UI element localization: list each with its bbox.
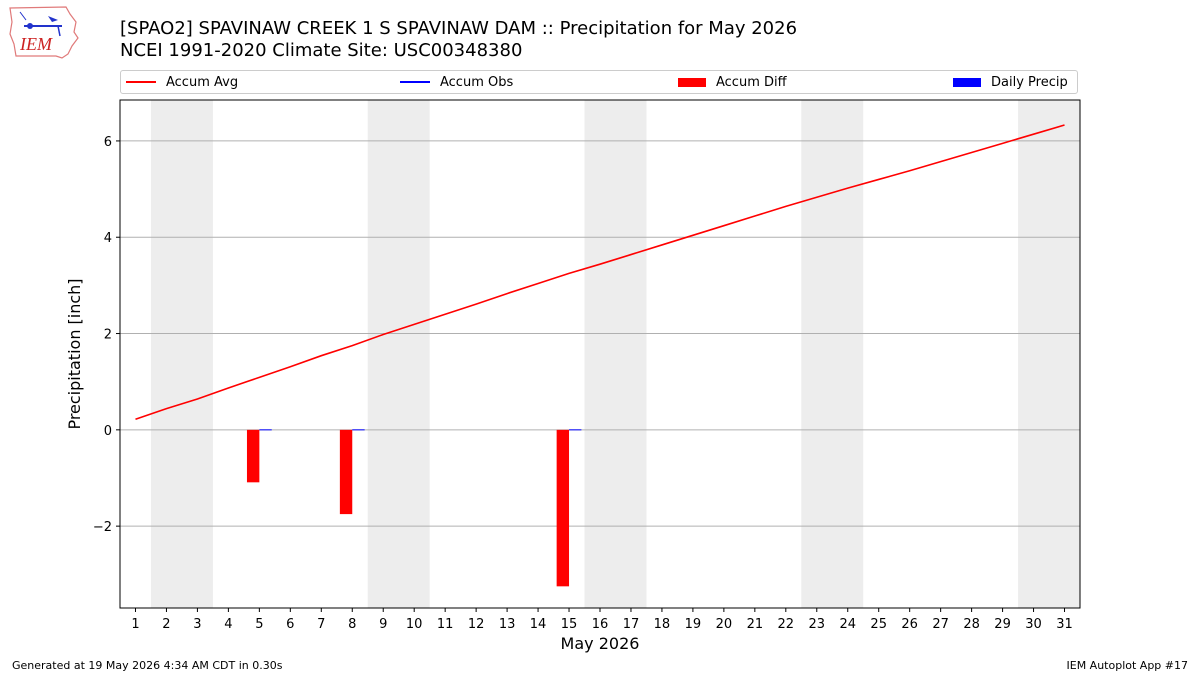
accum-diff-bar [339, 429, 353, 515]
footer-generated: Generated at 19 May 2026 4:34 AM CDT in … [12, 659, 283, 672]
x-tick-label: 27 [932, 617, 949, 632]
x-tick-label: 24 [839, 617, 856, 632]
x-tick-label: 3 [193, 617, 201, 632]
legend-item-accum-avg: Accum Avg [126, 71, 238, 93]
x-tick-label: 29 [994, 617, 1011, 632]
x-tick-label: 6 [286, 617, 294, 632]
weekend-band-2 [367, 100, 430, 608]
x-tick-label: 8 [348, 617, 356, 632]
gridlines [120, 140, 1080, 527]
x-tick-label: 18 [654, 617, 671, 632]
daily-precip-bar [569, 429, 582, 431]
x-tick-label: 15 [561, 617, 578, 632]
legend-swatch-accum-diff [678, 77, 706, 87]
y-tick-label: 6 [104, 135, 112, 150]
x-tick-label: 16 [592, 617, 609, 632]
x-tick-label: 30 [1025, 617, 1042, 632]
x-tick-label: 11 [437, 617, 454, 632]
x-axis: 1 2 3 4 5 6 7 8 9 10 11 12 13 14 15 16 17 18 19 20 21 22 23 24 2… [131, 608, 1073, 632]
legend-swatch-daily-precip [953, 77, 981, 87]
x-tick-label: 14 [530, 617, 547, 632]
weekend-shading [150, 100, 1080, 608]
chart-legend: Accum Avg Accum Obs Accum Diff Daily Pre… [120, 70, 1078, 94]
legend-label-daily-precip: Daily Precip [991, 74, 1068, 90]
accum-avg-line [135, 124, 1065, 421]
y-axis-label: Precipitation [inch] [65, 278, 84, 429]
x-tick-label: 5 [255, 617, 263, 632]
accum-diff-bar [556, 429, 570, 587]
x-tick-label: 25 [870, 617, 887, 632]
chart-title-block: [SPAO2] SPAVINAW CREEK 1 S SPAVINAW DAM … [120, 18, 797, 62]
accum-diff-bar [246, 429, 260, 483]
logo-text: IEM [19, 34, 53, 54]
x-tick-label: 1 [131, 617, 139, 632]
weekend-band-3 [584, 100, 647, 608]
x-tick-label: 19 [685, 617, 702, 632]
y-tick-label: 0 [104, 424, 112, 439]
x-axis-label: May 2026 [561, 634, 640, 653]
y-tick-label: −2 [93, 520, 112, 535]
x-tick-label: 9 [379, 617, 387, 632]
legend-item-daily-precip: Daily Precip [953, 71, 1068, 93]
chart-subtitle: NCEI 1991-2020 Climate Site: USC00348380 [120, 40, 523, 61]
x-tick-label: 22 [778, 617, 795, 632]
daily-precip-bar [352, 429, 365, 431]
weekend-band-5 [1018, 100, 1080, 608]
y-tick-label: 2 [104, 328, 112, 343]
x-tick-label: 23 [809, 617, 826, 632]
legend-item-accum-diff: Accum Diff [678, 71, 787, 93]
legend-label-accum-diff: Accum Diff [716, 74, 787, 90]
weekend-band-1 [150, 100, 213, 608]
chart-title: [SPAO2] SPAVINAW CREEK 1 S SPAVINAW DAM … [120, 18, 798, 39]
legend-label-accum-obs: Accum Obs [440, 74, 514, 90]
x-tick-label: 12 [468, 617, 485, 632]
legend-swatch-accum-obs [400, 81, 430, 83]
legend-item-accum-obs: Accum Obs [400, 71, 513, 93]
x-tick-label: 26 [901, 617, 918, 632]
x-tick-label: 28 [963, 617, 980, 632]
legend-swatch-accum-avg [126, 81, 156, 83]
y-tick-label: 4 [104, 231, 112, 246]
x-tick-label: 2 [162, 617, 170, 632]
daily-precip-bar [259, 429, 272, 431]
x-tick-label: 17 [623, 617, 640, 632]
x-tick-label: 7 [317, 617, 325, 632]
x-tick-label: 10 [406, 617, 423, 632]
series-lines [135, 124, 1065, 421]
x-tick-label: 20 [716, 617, 733, 632]
y-axis: −2 0 2 4 6 [93, 135, 120, 535]
x-tick-label: 4 [224, 617, 232, 632]
x-tick-label: 31 [1056, 617, 1073, 632]
iem-logo: IEM [9, 6, 79, 59]
x-tick-label: 13 [499, 617, 516, 632]
bars [246, 429, 582, 587]
weekend-band-4 [801, 100, 864, 608]
x-tick-label: 21 [747, 617, 764, 632]
footer-app-id: IEM Autoplot App #17 [1066, 659, 1189, 672]
legend-label-accum-avg: Accum Avg [166, 74, 239, 90]
